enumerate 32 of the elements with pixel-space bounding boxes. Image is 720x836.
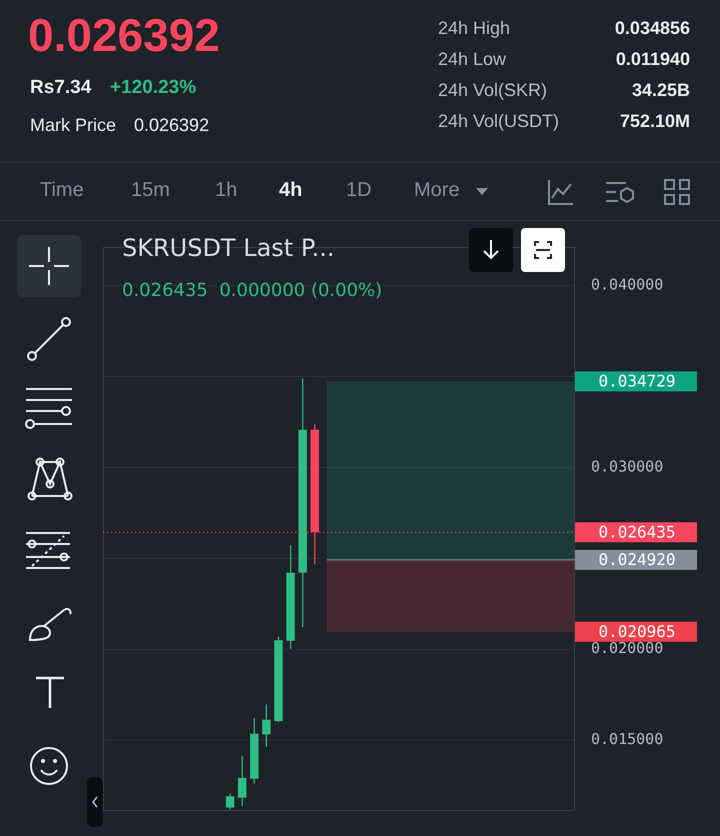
y-tick-label: 0.040000	[591, 275, 664, 294]
text: 24h High	[438, 18, 510, 39]
y-tick-label: 0.030000	[591, 457, 664, 476]
ref-line-label: 0.026435	[598, 522, 676, 542]
text: 0.026392	[134, 115, 210, 136]
text: 0.026435 0.000000 (0.00%)	[122, 280, 382, 301]
text: 15m	[131, 179, 170, 202]
band-label: 0.020965	[598, 622, 676, 641]
candlestick	[226, 792, 234, 810]
chart-title: SKRUSDT Last P...	[122, 234, 334, 262]
text: 24h Vol(SKR)	[438, 80, 548, 101]
text: 4h	[279, 179, 302, 202]
text: Time	[40, 179, 84, 202]
text: +120.23%	[110, 77, 196, 99]
y-tick-label: 0.015000	[591, 730, 664, 748]
text: 1D	[346, 179, 372, 202]
candlestick	[262, 704, 271, 748]
text: Mark Price	[30, 115, 116, 136]
candlestick	[238, 755, 246, 807]
text: 24h Vol(USDT)	[438, 111, 560, 132]
text: 0.034856	[614, 18, 690, 39]
ref-line-label: 0.024920	[598, 550, 676, 569]
text: 34.25B	[632, 80, 690, 101]
text: Rs7.34	[30, 77, 92, 99]
text: More	[414, 179, 460, 202]
text: 752.10M	[620, 111, 690, 132]
band-label: 0.034729	[598, 372, 676, 391]
text: 24h Low	[438, 49, 506, 70]
text: 0.026392	[28, 8, 220, 62]
text: 1h	[215, 179, 238, 202]
y-tick-label: 0.020000	[591, 639, 664, 658]
text: 0.011940	[616, 49, 690, 70]
